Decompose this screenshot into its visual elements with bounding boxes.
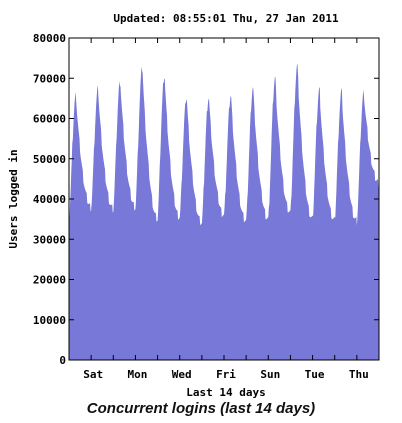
y-tick-label: 80000	[33, 32, 66, 45]
x-tick-label: Sat	[83, 368, 103, 381]
y-tick-label: 0	[59, 354, 66, 367]
y-tick-label: 40000	[33, 193, 66, 206]
x-tick-label: Fri	[216, 368, 236, 381]
x-axis-label: Last 14 days	[186, 386, 265, 399]
x-tick-label: Tue	[305, 368, 325, 381]
y-tick-label: 60000	[33, 113, 66, 126]
chart-caption: Concurrent logins (last 14 days)	[86, 400, 316, 417]
y-tick-label: 20000	[33, 274, 66, 287]
y-tick-label: 70000	[33, 72, 66, 85]
x-tick-label: Thu	[349, 368, 369, 381]
x-tick-label: Sun	[260, 368, 280, 381]
y-tick-label: 50000	[33, 153, 66, 166]
x-tick-label: Wed	[172, 368, 192, 381]
y-tick-label: 10000	[33, 314, 66, 327]
x-tick-label: Mon	[127, 368, 147, 381]
series-area	[69, 63, 379, 360]
chart-title: Updated: 08:55:01 Thu, 27 Jan 2011	[113, 12, 339, 25]
y-tick-label: 30000	[33, 233, 66, 246]
y-axis-label: Users logged in	[7, 149, 20, 248]
